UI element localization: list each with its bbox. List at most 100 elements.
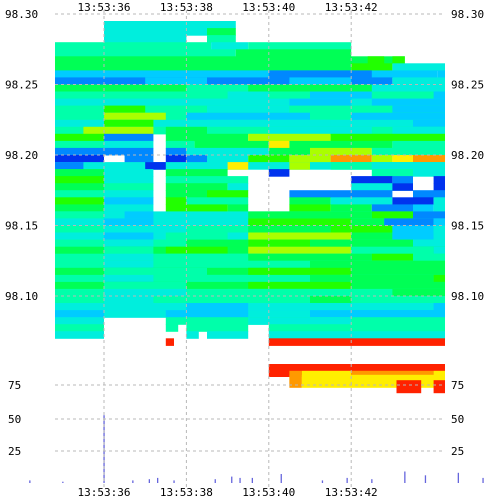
heatmap-cell bbox=[55, 70, 438, 78]
heatmap-cell bbox=[310, 239, 413, 248]
heatmap-cell bbox=[371, 98, 445, 107]
heatmap-cell bbox=[124, 155, 154, 163]
heatmap-cell bbox=[235, 49, 352, 57]
heatmap-cell bbox=[248, 246, 352, 255]
heatmap-cell bbox=[248, 253, 372, 262]
heatmap-cell bbox=[55, 331, 104, 339]
heatmap-cell bbox=[55, 317, 104, 325]
heatmap-cell bbox=[207, 260, 249, 269]
heatmap-cell bbox=[248, 42, 352, 50]
heatmap-cell bbox=[55, 56, 405, 64]
heatmap-cell bbox=[268, 331, 445, 339]
volume-bar bbox=[346, 477, 348, 483]
heatmap-cell bbox=[55, 77, 393, 85]
y-tick-label-right: 25 bbox=[451, 445, 464, 458]
heatmap-cell bbox=[310, 147, 372, 156]
heatmap-cell bbox=[55, 162, 84, 170]
volume-bar bbox=[424, 475, 427, 483]
volume-bar bbox=[371, 479, 373, 483]
heatmap-cell bbox=[248, 155, 290, 163]
heatmap-cell bbox=[104, 246, 154, 255]
volume-bar bbox=[132, 480, 134, 483]
heatmap-cell bbox=[186, 274, 249, 283]
heatmap-cell bbox=[310, 303, 413, 311]
axis-labels: 13:53:36 13:53:36 13:53:38 13:53:38 13:53:40… bbox=[5, 1, 484, 499]
volume-bar bbox=[251, 477, 253, 483]
heatmap-cell bbox=[104, 112, 166, 121]
heatmap-cell bbox=[186, 331, 199, 339]
heatmap-cell bbox=[104, 267, 207, 276]
heatmap-cell bbox=[55, 296, 445, 304]
heatmap-cell bbox=[55, 204, 104, 212]
heatmap-cell bbox=[104, 105, 146, 114]
heatmap-cell bbox=[55, 133, 104, 142]
heatmap-cell bbox=[104, 133, 154, 142]
heatmap-cell bbox=[392, 56, 405, 64]
heatmap-cell bbox=[104, 176, 154, 184]
volume-bars bbox=[29, 415, 484, 483]
heatmap-cell bbox=[55, 303, 445, 311]
heatmap-cell bbox=[186, 303, 249, 311]
heatmap-cell bbox=[104, 35, 187, 43]
heatmap-cell bbox=[268, 140, 290, 149]
y-tick-label-right: 98.25 bbox=[451, 79, 484, 92]
heatmap-cell bbox=[433, 246, 445, 255]
volume-bar bbox=[231, 476, 233, 483]
heatmap-cell bbox=[55, 155, 104, 163]
heatmap-cell bbox=[55, 176, 104, 184]
heatmap-cell bbox=[392, 197, 434, 205]
heatmap-cell bbox=[248, 225, 331, 234]
heatmap-cell bbox=[351, 267, 445, 276]
heatmap-cell bbox=[351, 63, 393, 71]
heatmap-cell bbox=[433, 91, 445, 100]
heatmap-cell bbox=[392, 288, 445, 297]
heatmap-cell bbox=[165, 183, 228, 191]
heatmap-cell bbox=[371, 84, 445, 93]
heatmap-cell bbox=[186, 155, 207, 163]
heatmap-cell bbox=[248, 133, 331, 142]
heatmap-cell bbox=[413, 155, 445, 163]
heatmap-cell bbox=[55, 63, 352, 71]
heatmap-cell bbox=[165, 190, 207, 198]
x-tick-label-bottom: 13:53:40 bbox=[242, 486, 295, 499]
heatmap-cell bbox=[104, 225, 187, 234]
heatmap-cell bbox=[392, 77, 445, 85]
heatmap-cell bbox=[248, 239, 310, 248]
volume-bar bbox=[62, 481, 64, 483]
heatmap-cell bbox=[433, 225, 445, 234]
heatmap-cell bbox=[104, 169, 154, 177]
heatmap-cell bbox=[186, 112, 310, 121]
heatmap-cell bbox=[145, 162, 166, 170]
heatmap-cell bbox=[104, 190, 154, 198]
heatmap-cell bbox=[351, 232, 393, 241]
heatmap-cell bbox=[165, 197, 187, 205]
heatmap-cell bbox=[351, 281, 445, 290]
heatmap-cell bbox=[104, 239, 154, 248]
heatmap-cell bbox=[371, 204, 413, 212]
heatmap-cell bbox=[248, 232, 352, 241]
heatmap-cell bbox=[165, 140, 195, 149]
heatmap-cell bbox=[104, 218, 154, 226]
volume-bar bbox=[239, 477, 241, 483]
heatmap-cell bbox=[124, 211, 154, 219]
heatmap-cell bbox=[310, 91, 372, 100]
y-tick-label-left: 25 bbox=[8, 445, 21, 458]
heatmap-cell bbox=[351, 310, 445, 318]
volume-bar bbox=[321, 480, 324, 483]
heatmap-cell bbox=[227, 204, 249, 212]
heatmap-cell bbox=[371, 162, 445, 170]
heatmap-cell bbox=[104, 204, 154, 212]
volume-bar bbox=[173, 480, 175, 483]
heatmap-cell bbox=[413, 169, 445, 177]
y-tick-label-right: 98.10 bbox=[451, 290, 484, 303]
heatmap-cell bbox=[104, 197, 154, 205]
x-tick-label-bottom: 13:53:42 bbox=[325, 486, 378, 499]
heatmap-cell bbox=[211, 42, 249, 50]
heatmap-cell bbox=[104, 232, 154, 241]
heatmap-cell bbox=[268, 338, 445, 346]
x-tick-label-top: 13:53:42 bbox=[325, 1, 378, 14]
y-tick-label-left: 98.25 bbox=[5, 79, 38, 92]
heatmap-cell bbox=[433, 303, 445, 311]
heatmap-cell bbox=[207, 190, 249, 198]
y-tick-label-left: 98.10 bbox=[5, 290, 38, 303]
